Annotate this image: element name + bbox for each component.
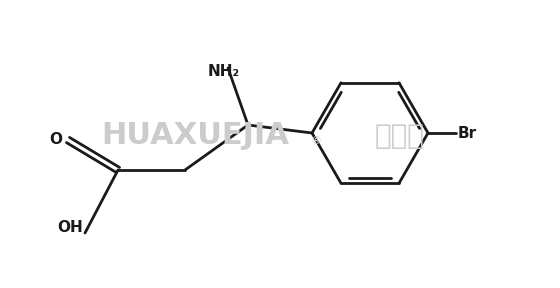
Text: O: O (49, 132, 62, 147)
Text: OH: OH (57, 220, 83, 235)
Text: Br: Br (458, 126, 477, 141)
Text: HUAXUEJIA: HUAXUEJIA (101, 122, 289, 151)
Text: NH₂: NH₂ (208, 64, 240, 79)
Text: ®: ® (310, 136, 321, 146)
Text: 化学加: 化学加 (375, 122, 425, 150)
